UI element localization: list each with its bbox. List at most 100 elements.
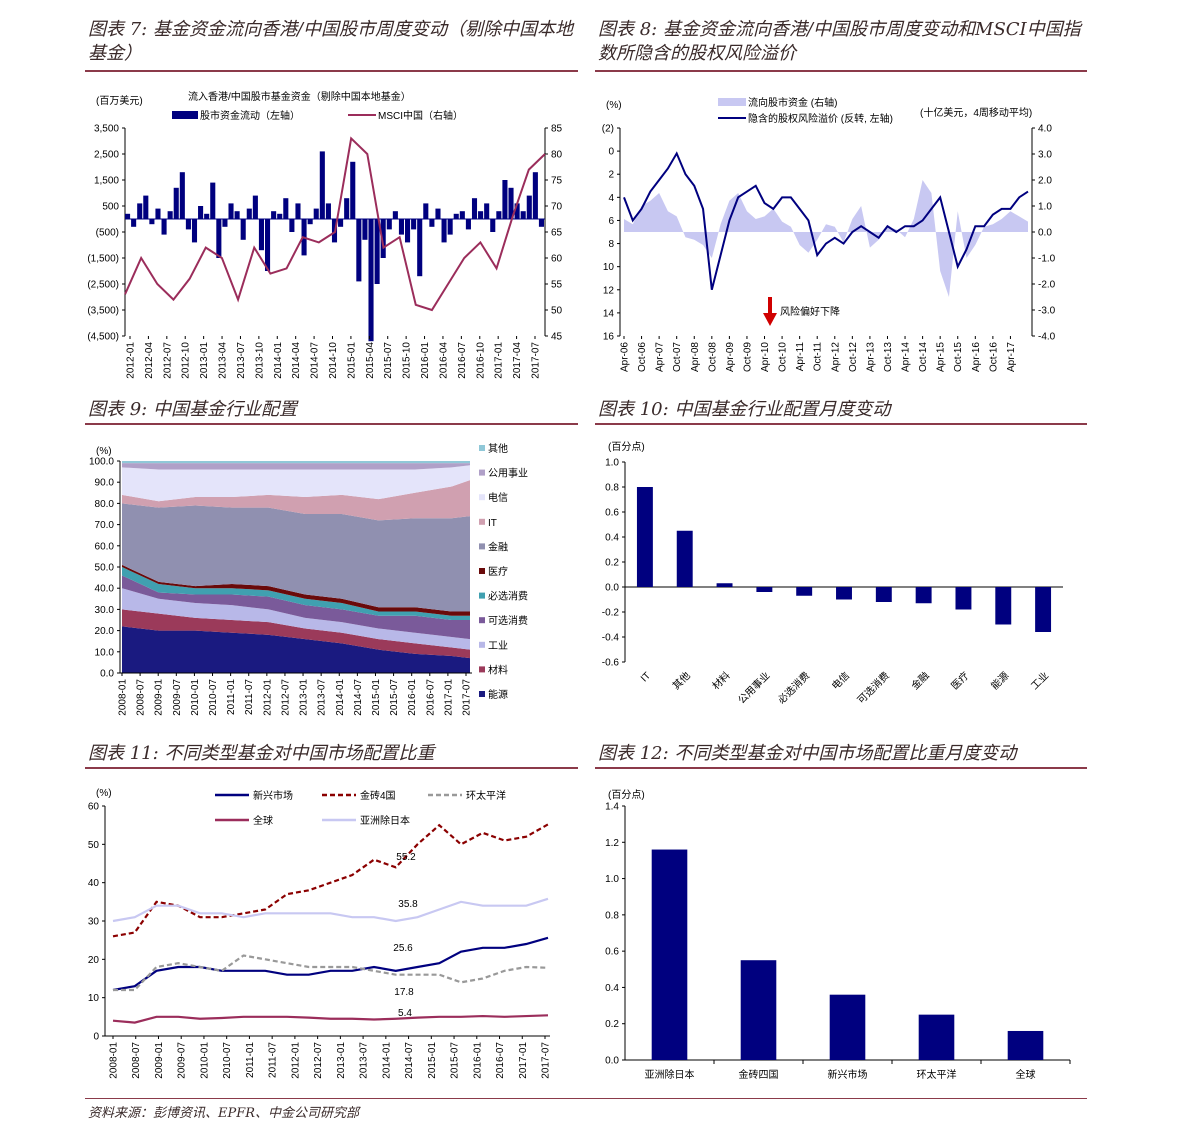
fig7-flow-bar bbox=[149, 219, 155, 225]
fig9-rule bbox=[85, 423, 578, 425]
fig7-yleft-label: (4,500) bbox=[87, 332, 119, 343]
fig7-yright-label: 60 bbox=[551, 254, 563, 265]
fig10-bar bbox=[636, 487, 653, 587]
fig7-x-label: 2012-10 bbox=[181, 342, 192, 379]
fig8-x-label: Apr-10 bbox=[760, 342, 771, 372]
fig7-yleft-label: 3,500 bbox=[94, 124, 119, 135]
fig10-x-label: 工业 bbox=[1029, 670, 1052, 693]
fig9-area-0 bbox=[122, 626, 470, 673]
fig11-legend-label: 全球 bbox=[253, 814, 273, 827]
fig11-line-0 bbox=[112, 936, 549, 992]
fig8-yleft-label: 12 bbox=[603, 285, 615, 296]
fig8-yleft-label: 0 bbox=[608, 147, 614, 158]
fig12-bar bbox=[1007, 1030, 1044, 1060]
fig7-yright-label: 80 bbox=[551, 150, 563, 161]
fig7-flow-bar bbox=[258, 219, 264, 251]
fig10-x-label: 必选消费 bbox=[775, 669, 812, 706]
fig9-y-label: 0.0 bbox=[100, 669, 114, 680]
fig11-y-label: 60 bbox=[88, 802, 100, 813]
fig11-x-label: 2017-07 bbox=[541, 1042, 552, 1079]
fig10-y-label: 0.6 bbox=[605, 508, 619, 519]
fig8-x-label: Apr-11 bbox=[795, 342, 806, 372]
fig7-yright-label: 75 bbox=[551, 176, 563, 187]
fig8-legend-flows: 流向股市资金 (右轴) bbox=[748, 96, 837, 109]
fig9-y-label: 80.0 bbox=[95, 499, 115, 510]
fig7-flow-bar bbox=[338, 219, 344, 227]
fig7-flow-bar bbox=[508, 187, 514, 219]
fig8-x-label: Apr-13 bbox=[865, 342, 876, 372]
fig7-x-label: 2015-01 bbox=[346, 342, 357, 379]
fig7-msci-line bbox=[124, 136, 546, 312]
fig7-flow-bar bbox=[429, 219, 435, 227]
fig12-y-label: 1.2 bbox=[605, 838, 619, 849]
fig7-x-label: 2014-01 bbox=[273, 342, 284, 379]
fig9-y-label: 40.0 bbox=[95, 584, 115, 595]
fig8-x-label: Oct-14 bbox=[918, 342, 929, 372]
fig8-yright-label: 4.0 bbox=[1038, 124, 1052, 135]
fig7-flow-bar bbox=[161, 219, 167, 235]
fig9-x-label: 2012-01 bbox=[262, 679, 273, 716]
fig9-area-9 bbox=[122, 463, 470, 470]
fig9-x-label: 2015-01 bbox=[371, 679, 382, 716]
fig9-x-label: 2010-07 bbox=[208, 679, 219, 716]
fig9-area-3 bbox=[122, 575, 470, 640]
fig7-yleft-label: 1,500 bbox=[94, 176, 119, 187]
fig9-x-label: 2016-07 bbox=[425, 679, 436, 716]
fig9-legend-label: 金融 bbox=[488, 540, 508, 553]
fig7-flow-bar bbox=[228, 203, 234, 219]
fig10-y-label: 1.0 bbox=[605, 458, 619, 469]
fig7-yright-label: 55 bbox=[551, 280, 563, 291]
fig10-bar bbox=[836, 587, 852, 600]
fig7-x-label: 2013-04 bbox=[218, 342, 229, 379]
fig8-unit-left: (%) bbox=[606, 100, 622, 111]
fig8-yright-label: 2.0 bbox=[1038, 176, 1052, 187]
fig7-x-label: 2017-01 bbox=[494, 342, 505, 379]
fig8-x-label: Apr-17 bbox=[1006, 342, 1017, 372]
fig9-legend-label: 能源 bbox=[488, 688, 508, 701]
fig11-unit-label: (%) bbox=[96, 788, 112, 799]
fig11-legend-label: 环太平洋 bbox=[466, 789, 506, 802]
fig10-bar bbox=[796, 587, 813, 596]
fig7-x-label: 2014-10 bbox=[328, 342, 339, 379]
fig11-x-label: 2008-07 bbox=[131, 1042, 142, 1079]
fig10-bar bbox=[915, 587, 932, 604]
fig11-y-label: 20 bbox=[88, 955, 100, 966]
fig8-yright-label: 3.0 bbox=[1038, 150, 1052, 161]
fig10-rule bbox=[595, 423, 1087, 425]
fig8-yright-label: 0.0 bbox=[1038, 228, 1052, 239]
fig9-legend-label: IT bbox=[488, 518, 497, 529]
fig9-area-4 bbox=[122, 567, 470, 620]
fig10-x-label: 其他 bbox=[670, 669, 693, 692]
fig9-legend-label: 电信 bbox=[488, 491, 508, 504]
fig7-flow-bar bbox=[344, 198, 350, 219]
fig7-flow-bar bbox=[441, 219, 447, 243]
fig7-flow-bar bbox=[423, 203, 429, 219]
fig9-unit-label: (%) bbox=[96, 446, 112, 457]
fig7-flow-bar bbox=[362, 219, 368, 240]
fig9-legend-swatch bbox=[479, 691, 485, 697]
fig8-yright-label: -3.0 bbox=[1038, 306, 1056, 317]
fig9-legend-label: 工业 bbox=[488, 640, 508, 652]
fig10-bar bbox=[676, 530, 693, 587]
fig9-x-label: 2015-07 bbox=[389, 679, 400, 716]
fig11-data-label: 5.4 bbox=[398, 1008, 412, 1019]
fig7-flow-bar bbox=[167, 211, 173, 219]
fig9-x-label: 2008-01 bbox=[118, 679, 129, 716]
fig9-legend-swatch bbox=[479, 666, 485, 673]
fig9-legend-swatch bbox=[479, 617, 485, 624]
fig7-flow-bar bbox=[502, 180, 508, 219]
fig7-flow-bar bbox=[137, 203, 143, 219]
fig8-x-label: Oct-10 bbox=[778, 342, 789, 372]
fig7-flow-bar bbox=[350, 161, 356, 219]
fig9-legend-swatch bbox=[479, 543, 485, 550]
fig7-flow-bar bbox=[198, 206, 204, 219]
fig9-x-label: 2017-07 bbox=[462, 679, 473, 716]
fig7-flow-bar bbox=[459, 211, 465, 219]
fig7-flow-bar bbox=[325, 203, 331, 219]
fig7-flow-bar bbox=[246, 208, 252, 219]
fig8-x-label: Apr-08 bbox=[690, 342, 701, 372]
fig7-flow-bar bbox=[471, 198, 478, 219]
fig7-flow-bar bbox=[496, 211, 502, 219]
fig7-flow-bar bbox=[252, 195, 258, 219]
fig7-x-label: 2013-01 bbox=[199, 342, 210, 379]
